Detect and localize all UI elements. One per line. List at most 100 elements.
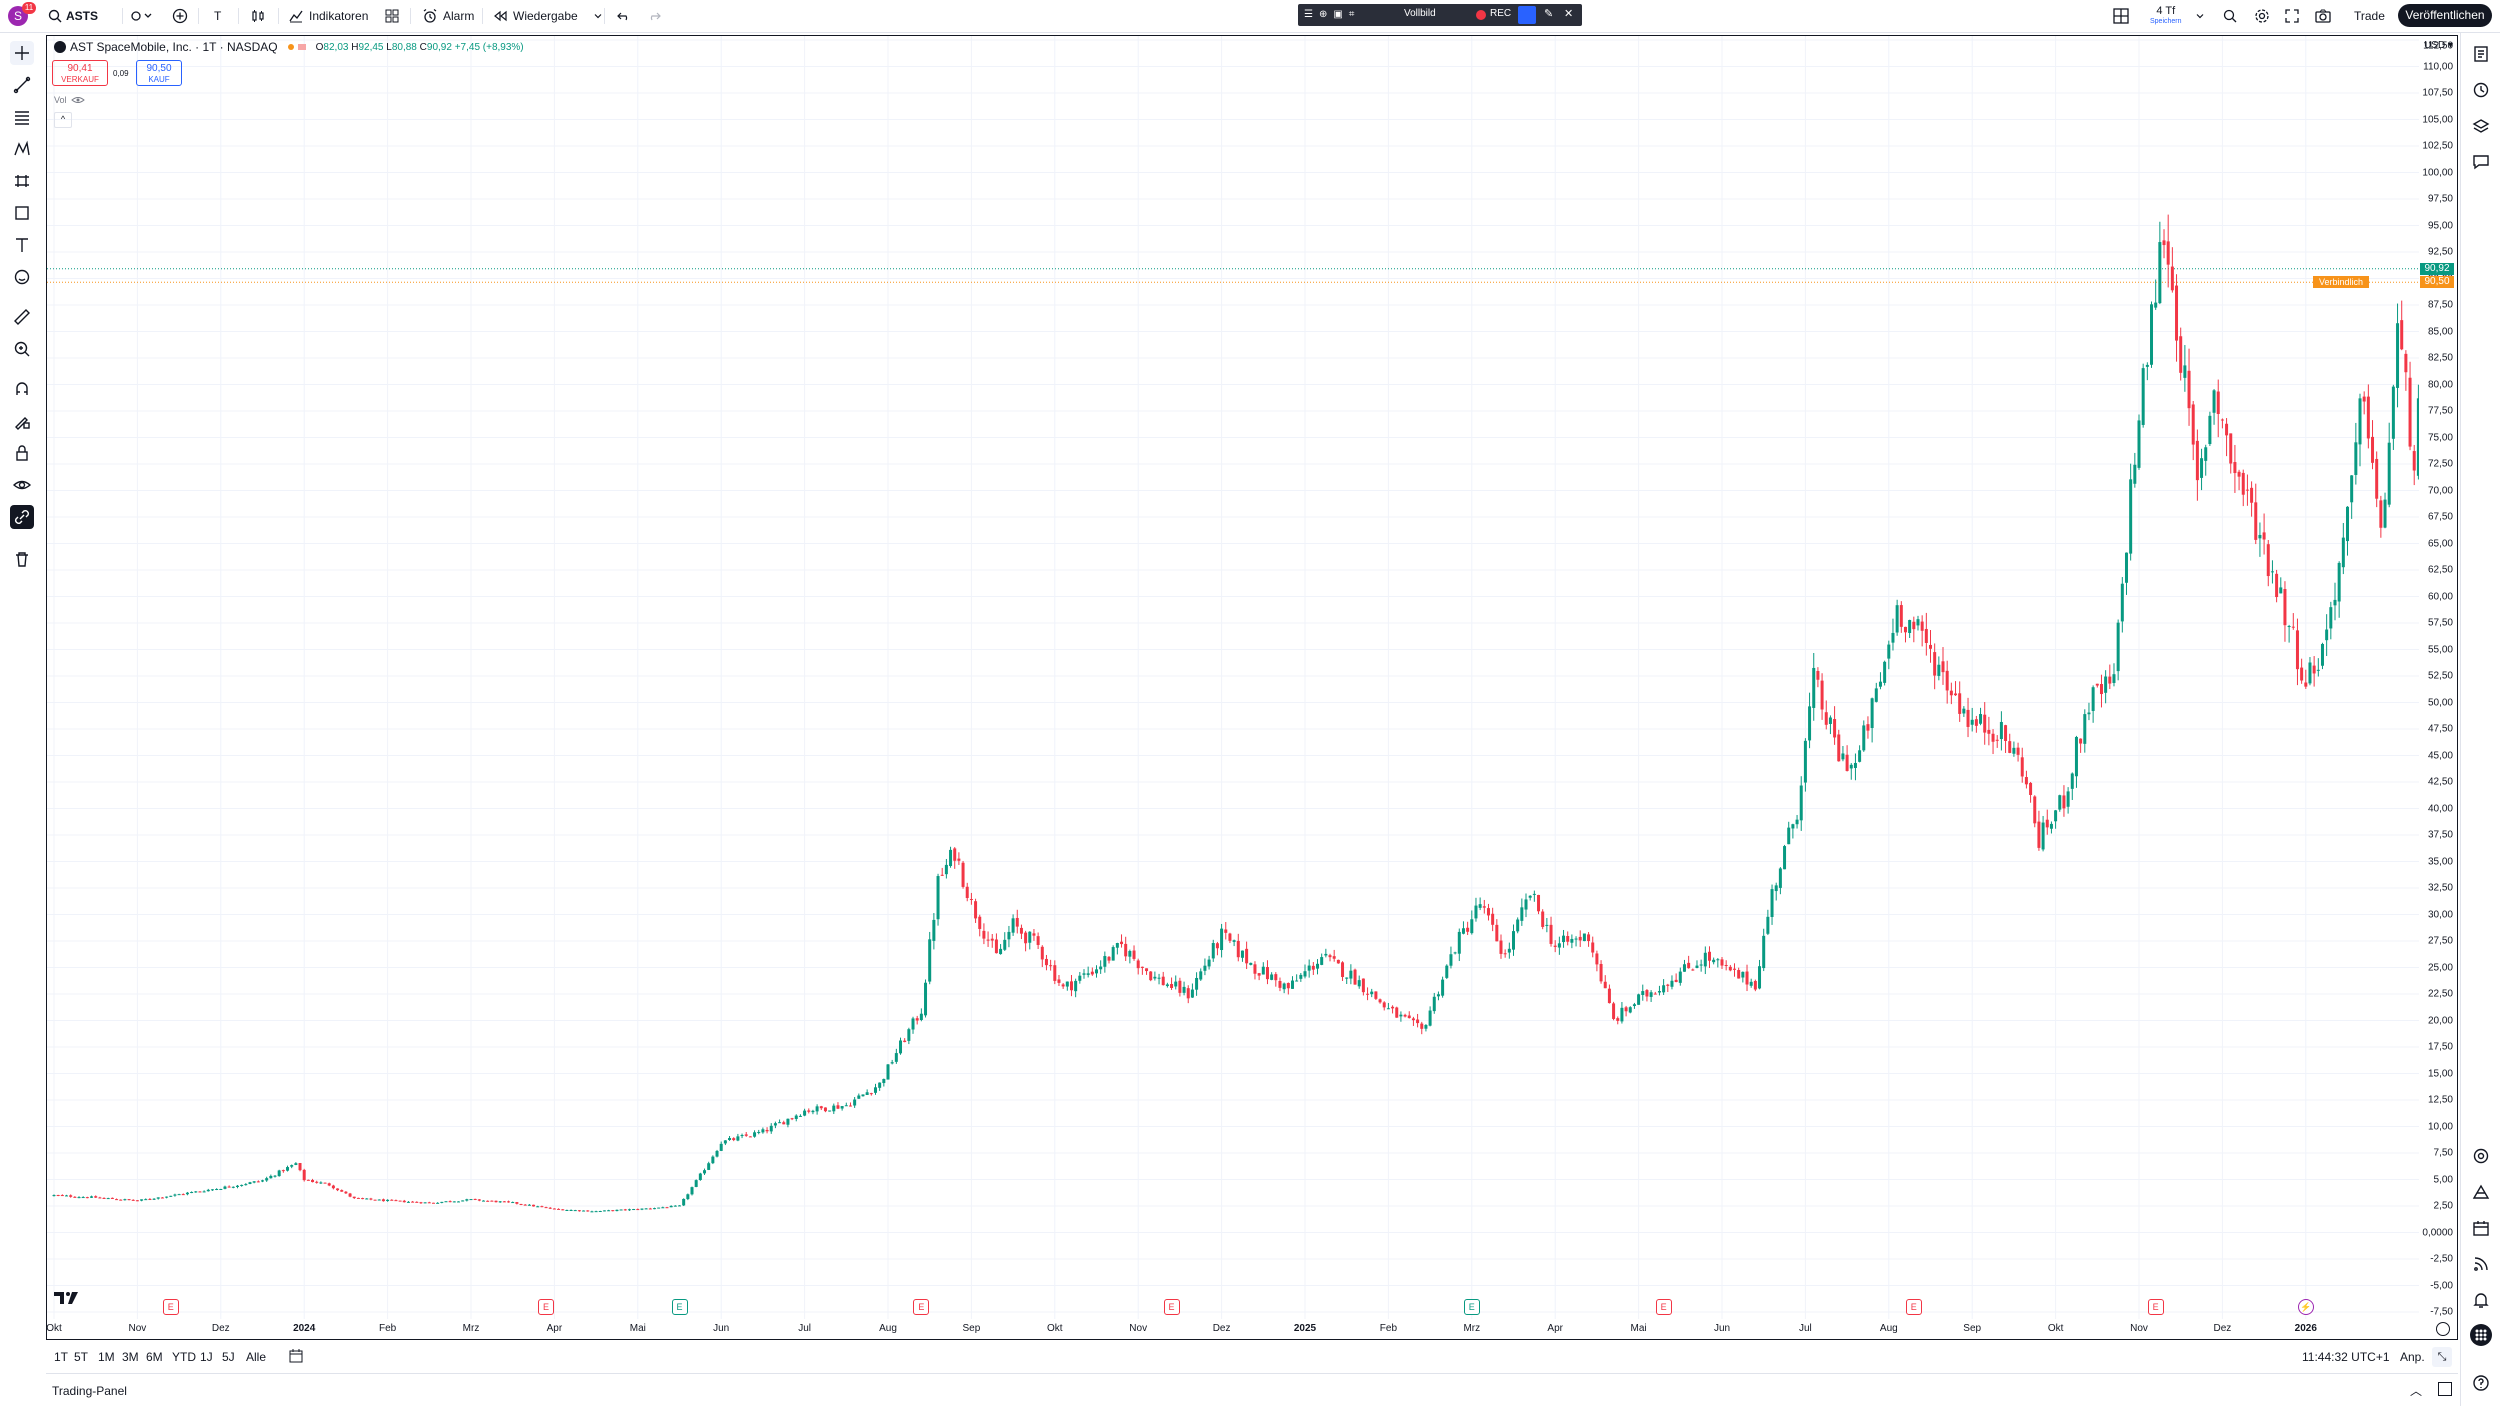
publish-button[interactable]: Veröffentlichen (2398, 4, 2492, 27)
settings-button[interactable] (2254, 0, 2270, 32)
redo-button[interactable] (646, 0, 662, 32)
range-button[interactable]: Alle (246, 1350, 267, 1364)
range-button[interactable]: 1T (54, 1350, 69, 1364)
legend-title[interactable]: AST SpaceMobile, Inc. · 1T · NASDAQ (70, 40, 278, 54)
chat-button[interactable] (2470, 151, 2492, 173)
alerts-button[interactable] (2470, 79, 2492, 101)
notifications-button[interactable] (2470, 1289, 2492, 1311)
chart-type-button[interactable] (250, 0, 266, 32)
undo-button[interactable] (616, 0, 632, 32)
price-chart[interactable] (47, 36, 2419, 1319)
candle-body (1816, 670, 1820, 680)
earnings-event-badge[interactable]: E (1463, 1299, 1480, 1315)
calendar-button[interactable] (2470, 1217, 2492, 1239)
earnings-event-badge[interactable]: E (538, 1299, 555, 1315)
clock[interactable]: 11:44:32 UTC+1 (2302, 1350, 2390, 1364)
color-swatch[interactable] (1518, 6, 1536, 24)
pen-icon[interactable]: ✎ (1544, 8, 1554, 20)
volume-legend[interactable]: Vol (54, 95, 85, 105)
forecast-tool[interactable] (10, 169, 34, 193)
save-layout-button[interactable]: 4 Tf Speichern (2150, 0, 2182, 32)
sell-button[interactable]: 90,41 VERKAUF (52, 60, 108, 86)
range-button[interactable]: 3M (122, 1350, 139, 1364)
range-button[interactable]: 1M (98, 1350, 115, 1364)
add-symbol-button[interactable] (172, 0, 188, 32)
pine-button[interactable] (2470, 1181, 2492, 1203)
crosshair-tool[interactable] (10, 41, 34, 65)
replay-button[interactable]: Wiedergabe (492, 0, 604, 32)
earnings-event-badge[interactable]: E (1655, 1299, 1672, 1315)
compare-dropdown[interactable] (130, 0, 152, 32)
snapshot-button[interactable] (2314, 0, 2332, 32)
candle-body (969, 899, 973, 901)
quick-search-button[interactable] (2222, 0, 2238, 32)
rec-label[interactable]: REC (1490, 8, 1512, 19)
candle-body (711, 1156, 715, 1164)
earnings-event-badge[interactable]: E (2147, 1299, 2164, 1315)
news-button[interactable] (2470, 1253, 2492, 1275)
eye-icon[interactable] (70, 95, 85, 105)
object-tree-button[interactable] (2470, 115, 2492, 137)
products-button[interactable] (2470, 1324, 2492, 1346)
stay-drawing-tool[interactable] (10, 409, 34, 433)
fib-tool[interactable] (10, 105, 34, 129)
range-button[interactable]: 6M (146, 1350, 163, 1364)
delete-tool[interactable] (10, 547, 34, 571)
currency-selector[interactable]: USD ▾ (2424, 40, 2453, 51)
maximize-icon[interactable] (2438, 1382, 2452, 1396)
candle-body (1170, 983, 1174, 988)
adjust-button[interactable]: Anp. (2400, 1350, 2425, 1364)
close-icon[interactable]: ✕ (1564, 8, 1574, 20)
earnings-event-badge[interactable]: E (162, 1299, 179, 1315)
earnings-event-badge[interactable]: E (1163, 1299, 1180, 1315)
symbol-search[interactable]: ASTS (48, 0, 98, 32)
earnings-event-badge[interactable]: ⚡ (2297, 1299, 2314, 1315)
help-button[interactable] (2470, 1372, 2492, 1394)
ideas-button[interactable] (2470, 1145, 2492, 1167)
candle-body (1286, 982, 1290, 989)
emoji-tool[interactable] (10, 265, 34, 289)
layout-dropdown[interactable] (2194, 0, 2206, 32)
fullscreen-label[interactable]: Vollbild (1404, 8, 1436, 19)
collapse-icon[interactable]: ︿ (2410, 1384, 2423, 1398)
candle-body (865, 1092, 869, 1096)
alarm-button[interactable]: Alarm (422, 0, 474, 32)
pattern-tool[interactable] (10, 137, 34, 161)
range-button[interactable]: 5J (222, 1350, 235, 1364)
recorder-icons[interactable]: ☰⊕▣⌗ (1304, 9, 1361, 20)
hide-tool[interactable] (10, 473, 34, 497)
range-button[interactable]: 1J (200, 1350, 213, 1364)
auto-scale-button[interactable]: ⤡ (2432, 1347, 2452, 1367)
time-axis[interactable]: Okt Nov Dez 2024 Feb Mrz Apr Mai Jun Jul Aug Sep Okt… (46, 1319, 2419, 1339)
candle-body (2362, 396, 2366, 402)
indicators-button[interactable]: Indikatoren (288, 0, 368, 32)
zoom-tool[interactable] (10, 337, 34, 361)
fullscreen-button[interactable] (2284, 0, 2300, 32)
buy-button[interactable]: 90,50 KAUF (136, 60, 182, 86)
candle-body (1024, 932, 1028, 944)
templates-button[interactable] (384, 0, 400, 32)
magnet-tool[interactable] (10, 377, 34, 401)
axis-settings-icon[interactable] (2436, 1322, 2450, 1336)
user-avatar[interactable]: S 11 (8, 0, 36, 32)
layout-button[interactable] (2112, 0, 2130, 32)
shape-tool[interactable] (10, 201, 34, 225)
range-button[interactable]: YTD (172, 1350, 196, 1364)
earnings-event-badge[interactable]: E (1905, 1299, 1922, 1315)
price-axis[interactable]: USD ▾ 112,50 110,00 107,50 105,00 102,50 100,… (2419, 36, 2457, 1319)
trading-panel-title[interactable]: Trading-Panel (52, 1384, 127, 1398)
range-button[interactable]: 5T (74, 1350, 89, 1364)
text-tool[interactable] (10, 233, 34, 257)
trendline-tool[interactable] (10, 73, 34, 97)
lock-tool[interactable] (10, 441, 34, 465)
earnings-event-badge[interactable]: E (671, 1299, 688, 1315)
earnings-event-badge[interactable]: E (913, 1299, 930, 1315)
watchlist-button[interactable] (2470, 43, 2492, 65)
interval-button[interactable]: T (214, 9, 222, 23)
tradingview-logo[interactable] (54, 1290, 80, 1311)
sync-tool[interactable] (10, 505, 34, 529)
trade-button[interactable]: Trade (2354, 9, 2385, 23)
collapse-legend-button[interactable]: ^ (54, 112, 72, 128)
ruler-tool[interactable] (10, 305, 34, 329)
goto-date-button[interactable] (288, 1348, 304, 1369)
